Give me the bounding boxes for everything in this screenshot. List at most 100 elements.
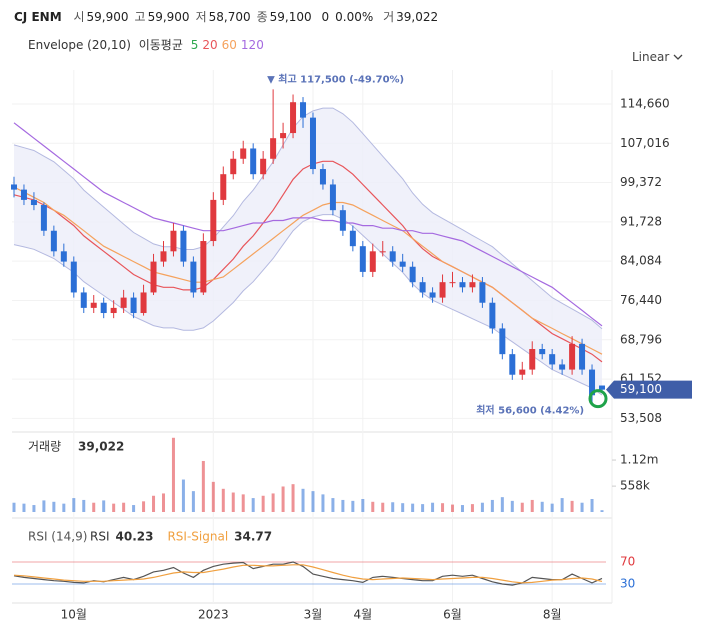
candle-body bbox=[230, 158, 237, 175]
candle-body bbox=[339, 210, 346, 231]
candle-body bbox=[479, 282, 486, 303]
candle-body bbox=[220, 174, 227, 200]
envelope-legend: Envelope (20,10) bbox=[28, 38, 131, 52]
candle-body bbox=[439, 282, 446, 298]
volume-bar bbox=[361, 499, 365, 512]
candle-body bbox=[180, 230, 187, 262]
volume-bar bbox=[72, 498, 76, 512]
volume-bar bbox=[441, 503, 445, 512]
volume-bar bbox=[281, 486, 285, 512]
candle-body bbox=[309, 117, 316, 170]
volume-bar bbox=[231, 492, 235, 512]
candle-body bbox=[270, 138, 277, 159]
candle-body bbox=[90, 302, 97, 308]
volume-value: 39,022 bbox=[396, 10, 439, 24]
volume-bar bbox=[530, 499, 534, 512]
legend: Envelope (20,10) 이동평균 5 20 60 120 bbox=[28, 36, 272, 53]
volume-title: 거래량 bbox=[28, 440, 61, 454]
candle-body bbox=[60, 251, 67, 262]
candle-body bbox=[190, 261, 197, 293]
y-tick-label: 107,016 bbox=[620, 136, 670, 150]
y-tick-label: 76,440 bbox=[620, 293, 662, 307]
ma-period: 20 bbox=[202, 38, 218, 52]
ma-line bbox=[13, 122, 603, 327]
candle-body bbox=[300, 102, 307, 118]
candle-body bbox=[459, 282, 466, 288]
volume-bar bbox=[510, 500, 514, 512]
volume-bar bbox=[560, 498, 564, 512]
candle-body bbox=[599, 385, 605, 390]
volume-bar bbox=[142, 501, 146, 512]
volume-bar bbox=[550, 503, 554, 512]
candle-body bbox=[40, 205, 47, 231]
y-tick-label: 91,728 bbox=[620, 214, 662, 228]
volume-bar bbox=[311, 491, 315, 512]
candle-body bbox=[280, 133, 287, 139]
candle-body bbox=[579, 343, 586, 370]
candle-body bbox=[519, 369, 526, 375]
volume-bar bbox=[62, 503, 66, 512]
volume-bar bbox=[201, 460, 205, 512]
candle-body bbox=[130, 297, 137, 314]
x-tick-label: 3월 bbox=[304, 608, 323, 622]
volume-bar bbox=[401, 503, 405, 512]
min-annotation: 최저 56,600 (4.42%) bbox=[476, 403, 584, 416]
volume-bar bbox=[371, 501, 375, 512]
candle-body bbox=[170, 230, 177, 252]
scale-label[interactable]: Linear bbox=[632, 50, 670, 64]
ma-legend: 5 20 60 120 bbox=[191, 38, 268, 52]
chevron[interactable] bbox=[673, 53, 683, 61]
volume-tick-label: 1.12m bbox=[620, 453, 658, 467]
volume-bar bbox=[460, 505, 464, 512]
candle-body bbox=[329, 184, 336, 211]
volume-bar bbox=[12, 502, 16, 512]
y-tick-label: 68,796 bbox=[620, 332, 662, 346]
scale-toggle[interactable]: Linear bbox=[632, 50, 683, 64]
x-tick-label: 8월 bbox=[543, 608, 562, 622]
ma-period: 60 bbox=[221, 38, 237, 52]
candle-body bbox=[30, 199, 37, 206]
volume-bar bbox=[490, 499, 494, 512]
candle-body bbox=[419, 282, 426, 293]
volume-bar bbox=[32, 505, 36, 512]
ma-line bbox=[13, 186, 603, 355]
candle-body bbox=[379, 251, 386, 253]
candle-body bbox=[359, 246, 366, 272]
candle-body bbox=[589, 369, 596, 396]
candle-body bbox=[200, 241, 207, 293]
candle-body bbox=[150, 261, 157, 293]
volume-bar bbox=[22, 503, 26, 512]
envelope-upper bbox=[13, 107, 603, 330]
volume-value: 39,022 bbox=[78, 440, 124, 454]
volume-bar bbox=[301, 488, 305, 512]
candle-body bbox=[260, 158, 267, 175]
volume-bar bbox=[122, 502, 126, 512]
volume-bar bbox=[112, 503, 116, 512]
change-pct: 0.00% bbox=[335, 10, 374, 24]
candle-body bbox=[80, 292, 87, 308]
ma-legend-label: 이동평균 bbox=[138, 38, 183, 52]
field-value: 58,700 bbox=[208, 10, 251, 24]
candle-body bbox=[539, 349, 546, 355]
volume-bar bbox=[570, 500, 574, 512]
volume-bar bbox=[540, 501, 544, 512]
volume-bar bbox=[421, 504, 425, 512]
last-highlight bbox=[588, 389, 608, 409]
volume-bar bbox=[470, 504, 474, 512]
volume-bar bbox=[251, 498, 255, 512]
volume-bar bbox=[92, 502, 96, 512]
candle-body bbox=[11, 184, 17, 190]
fields: 시 59,900 고 59,900 저 58,700 종 59,100 bbox=[73, 10, 317, 24]
volume-bar bbox=[520, 502, 524, 512]
ma-period: 5 bbox=[190, 38, 199, 52]
volume-bar bbox=[82, 499, 86, 512]
field-label: 시 bbox=[73, 10, 85, 24]
volume-bar bbox=[451, 504, 455, 512]
field-label: 저 bbox=[195, 10, 207, 24]
volume-bar bbox=[600, 510, 604, 512]
candle-body bbox=[399, 261, 406, 267]
volume-bar bbox=[271, 493, 275, 512]
y-tick-label: 99,372 bbox=[620, 175, 662, 189]
candle-body bbox=[290, 102, 297, 134]
